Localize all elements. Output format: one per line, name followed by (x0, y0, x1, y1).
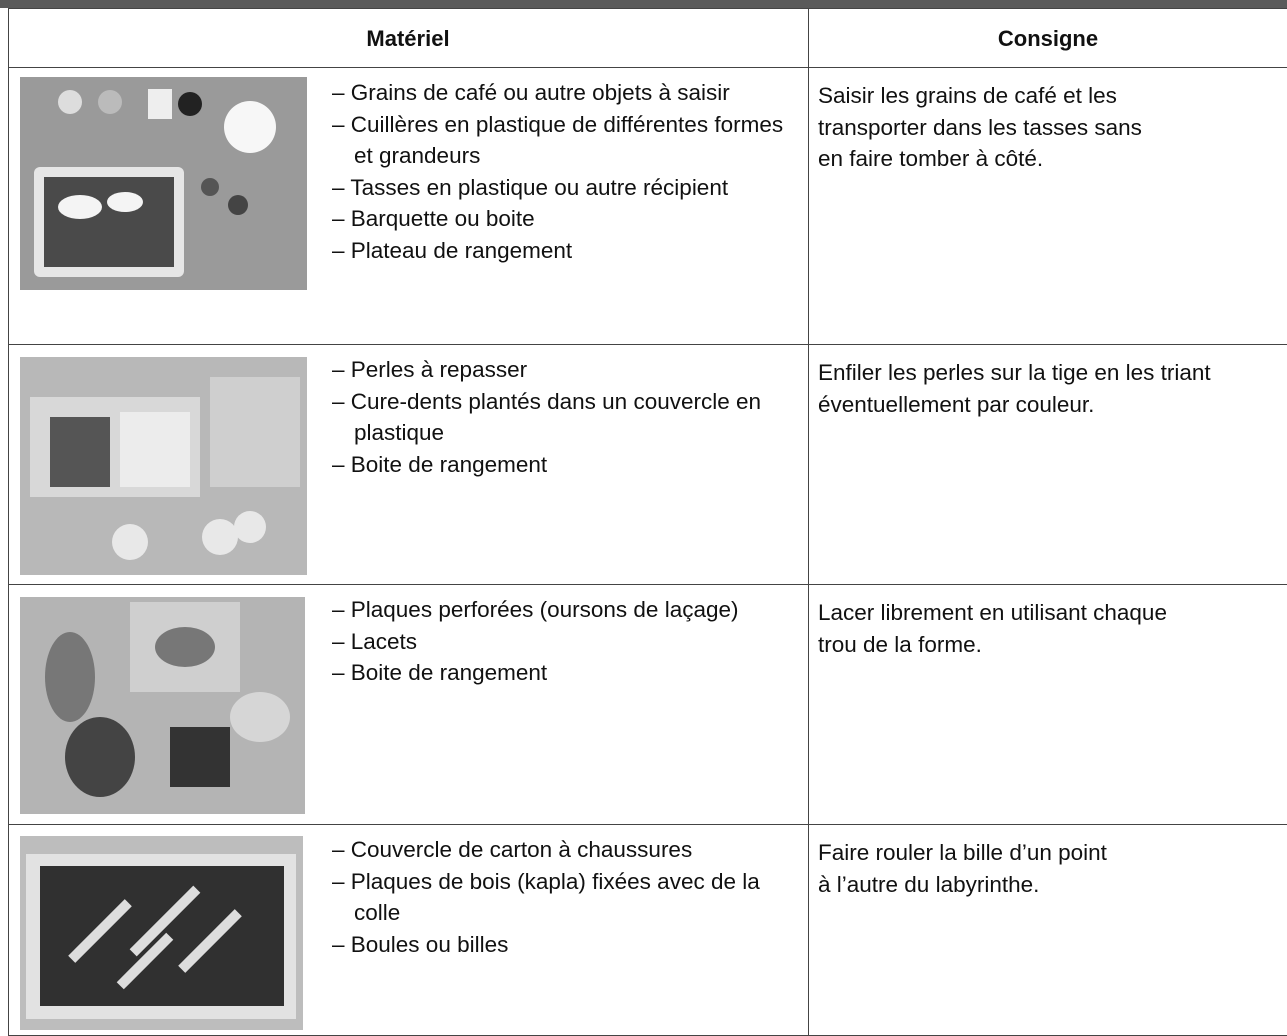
photo-shape (65, 717, 135, 797)
material-list: – Plaques perforées (oursons de laçage) –… (332, 594, 792, 689)
photo-shape (230, 692, 290, 742)
consigne: Saisir les grains de café et les transpor… (818, 80, 1287, 175)
table-row: – Grains de café ou autre objets à saisi… (8, 68, 1287, 345)
border (808, 345, 809, 584)
photo-shape (50, 417, 110, 487)
material-list: – Perles à repasser – Cure-dents plantés … (332, 354, 792, 480)
border (8, 345, 9, 584)
table: Matériel Consigne – Grains de café ou au… (8, 8, 1287, 1036)
material-item: – Tasses en plastique ou autre récipient (332, 174, 729, 200)
photo-shape (210, 377, 300, 487)
consigne-line: Lacer librement en utilisant chaque (818, 600, 1167, 625)
photo (20, 836, 303, 1030)
consigne-line: Enfiler les perles sur la tige en les tr… (818, 360, 1211, 385)
photo-shape (202, 519, 238, 555)
photo-shape (170, 727, 230, 787)
material-item: – Cure-dents plantés dans un couvercle e… (332, 388, 762, 446)
photo-shape (58, 90, 82, 114)
photo (20, 357, 307, 575)
header-cell: Matériel (366, 26, 450, 51)
border (808, 825, 809, 1035)
material-item: – Perles à repasser (332, 357, 528, 382)
photo-shape (155, 627, 215, 667)
photo-shape (129, 885, 201, 957)
photo-shape (58, 195, 102, 219)
photo-shape (224, 101, 276, 153)
photo-shape (201, 178, 219, 196)
material-item: – Plateau de rangement (332, 237, 573, 263)
material-list: – Grains de café ou autre objets à saisi… (332, 77, 792, 266)
consigne-line: Saisir les grains de café et les (818, 83, 1117, 108)
material-item: – Boite de rangement (332, 660, 548, 685)
photo-shape (68, 899, 132, 963)
consigne-line: trou de la forme. (818, 631, 982, 657)
material-item: – Plaques perforées (oursons de laçage) (332, 597, 739, 622)
photo-shape (116, 932, 174, 990)
border (8, 585, 9, 824)
border (8, 9, 9, 69)
material-item: – Cuillères en plastique de différentes … (332, 111, 784, 169)
consigne-line: transporter dans les tasses sans (818, 114, 1142, 140)
photo-shape (98, 90, 122, 114)
material-item: – Couvercle de carton à chaussures (332, 837, 693, 862)
top-bar (0, 0, 1287, 8)
consigne: Faire rouler la bille d’un point à l’autr… (818, 837, 1287, 900)
material-item: – Lacets (332, 628, 418, 654)
header-cell: Consigne (997, 26, 1099, 51)
consigne-line: à l’autre du labyrinthe. (818, 871, 1040, 897)
border (8, 825, 9, 1035)
photo-shape (228, 195, 248, 215)
photo-shape (178, 909, 242, 973)
consigne: Enfiler les perles sur la tige en les tr… (818, 357, 1287, 420)
consigne-line: éventuellement par couleur. (818, 391, 1095, 417)
photo-shape (107, 192, 143, 212)
photo-shape (234, 511, 266, 543)
material-item: – Barquette ou boite (332, 206, 535, 231)
photo (20, 77, 307, 290)
consigne-line: Faire rouler la bille d’un point (818, 840, 1107, 865)
border (808, 9, 809, 69)
material-list: – Couvercle de carton à chaussures – Plaq… (332, 834, 792, 960)
table-row: – Couvercle de carton à chaussures – Plaq… (8, 825, 1287, 1036)
photo-shape (112, 524, 148, 560)
border (8, 68, 9, 344)
border (808, 585, 809, 824)
photo-shape (120, 412, 190, 487)
photo-shape (44, 177, 174, 267)
table-row: – Plaques perforées (oursons de laçage) –… (8, 585, 1287, 825)
photo (20, 597, 305, 814)
photo-shape (148, 89, 172, 119)
material-item: – Boite de rangement (332, 451, 548, 477)
material-item: – Plaques de bois (kapla) fixées avec de… (332, 868, 760, 926)
table-row: – Perles à repasser – Cure-dents plantés … (8, 345, 1287, 585)
photo-shape (40, 866, 284, 1006)
material-item: – Grains de café ou autre objets à saisi… (332, 80, 730, 105)
photo-shape (45, 632, 95, 722)
material-item: – Boules ou billes (332, 931, 509, 957)
consigne: Lacer librement en utilisant chaque trou … (818, 597, 1287, 660)
photo-shape (178, 92, 202, 116)
border (808, 68, 809, 344)
consigne-line: en faire tomber à côté. (818, 146, 1044, 171)
header-row: Matériel Consigne (8, 8, 1287, 69)
